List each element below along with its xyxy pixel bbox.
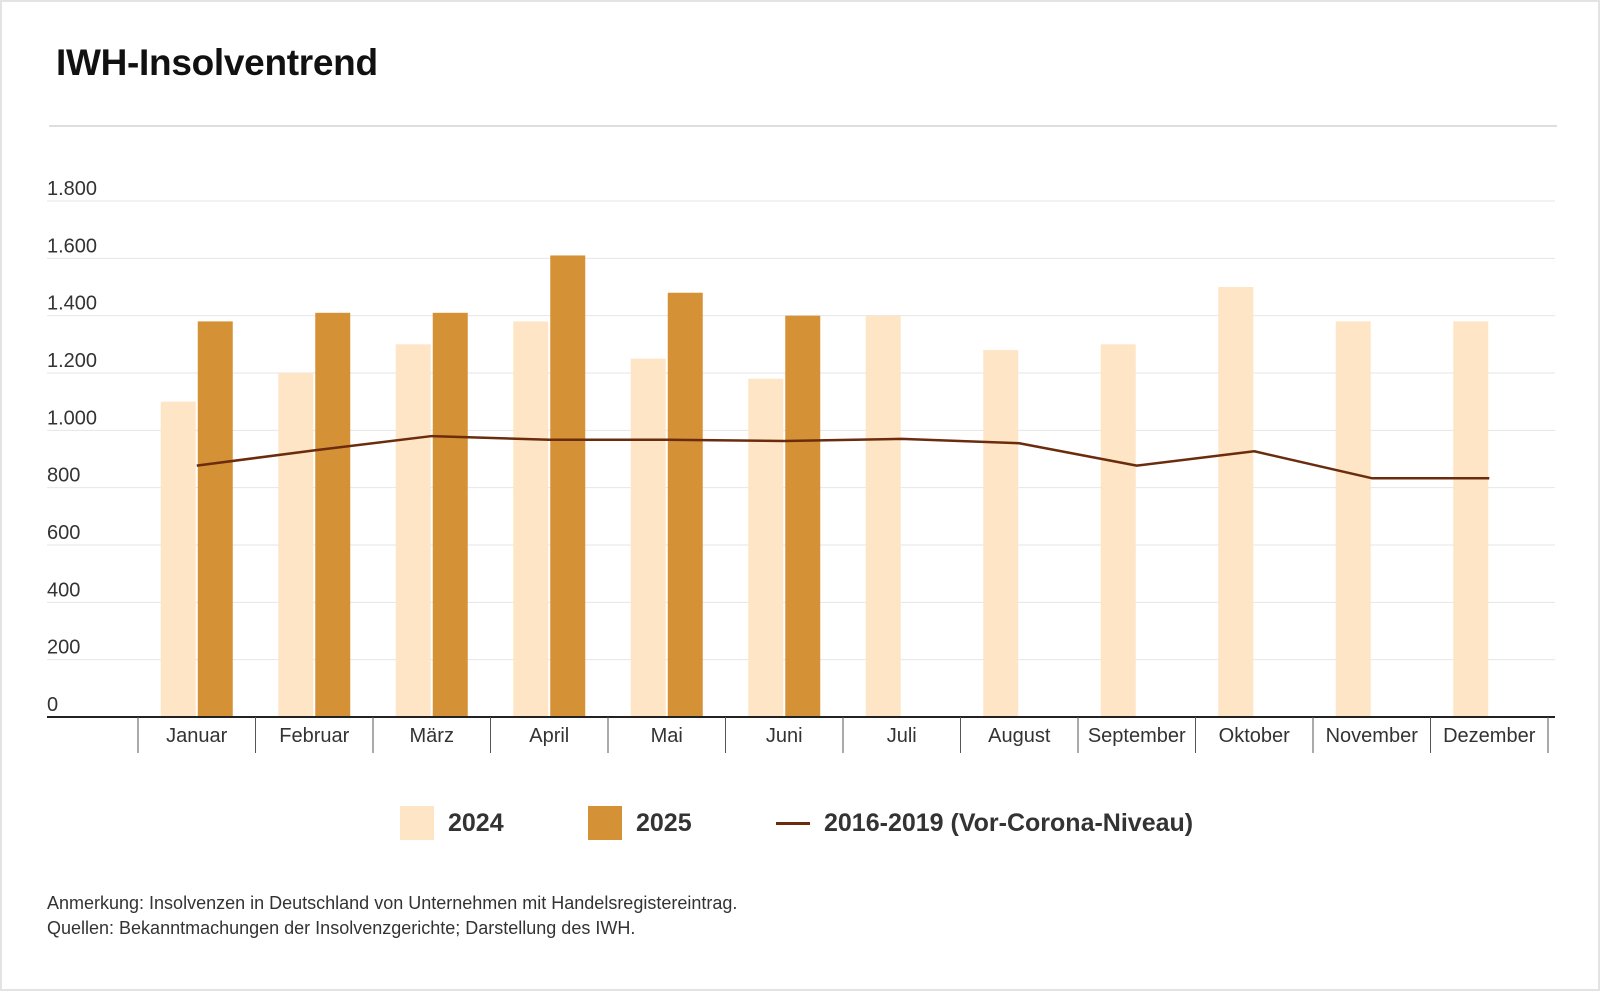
title-divider bbox=[49, 125, 1557, 127]
bar-2024 bbox=[983, 350, 1019, 717]
legend-item-2025: 2025 bbox=[588, 806, 692, 840]
bar-2025 bbox=[785, 315, 821, 717]
bar-2024 bbox=[513, 321, 549, 717]
x-tick-label: Mai bbox=[651, 725, 683, 747]
chart-title: IWH-Insolventrend bbox=[56, 42, 378, 83]
legend-label-line: 2016-2019 (Vor-Corona-Niveau) bbox=[824, 808, 1194, 837]
note-sources: Quellen: Bekanntmachungen der Insolvenzg… bbox=[47, 918, 636, 938]
legend-swatch-2024 bbox=[400, 806, 434, 840]
bar-2024 bbox=[1218, 287, 1254, 717]
x-tick-label: Juli bbox=[887, 725, 917, 747]
bar-2024 bbox=[395, 344, 431, 717]
bar-2025 bbox=[667, 292, 703, 717]
note-annotation: Anmerkung: Insolvenzen in Deutschland vo… bbox=[47, 893, 738, 913]
x-axis bbox=[47, 716, 1555, 753]
bar-2024 bbox=[160, 401, 196, 717]
y-tick-label: 1.400 bbox=[47, 293, 97, 315]
x-tick-label: April bbox=[529, 725, 569, 747]
y-axis-ticks: 0 200 400 600 800 1.000 1.200 1.400 1.600 1.800 bbox=[47, 178, 97, 716]
y-tick-label: 1.200 bbox=[47, 350, 97, 372]
x-tick-label: März bbox=[410, 725, 454, 747]
x-tick-label: Oktober bbox=[1219, 725, 1290, 747]
bar-2024 bbox=[1100, 344, 1136, 717]
y-tick-label: 800 bbox=[47, 465, 80, 487]
y-tick-label: 1.000 bbox=[47, 407, 97, 429]
legend-item-line: 2016-2019 (Vor-Corona-Niveau) bbox=[776, 806, 1193, 840]
x-tick-label: Januar bbox=[166, 725, 227, 747]
y-tick-label: 0 bbox=[47, 694, 58, 716]
line-series-2016-2019 bbox=[196, 434, 1490, 480]
y-tick-label: 1.800 bbox=[47, 178, 97, 200]
y-tick-label: 400 bbox=[47, 579, 80, 601]
legend-line-swatch bbox=[776, 821, 810, 825]
bar-2024 bbox=[1453, 321, 1489, 717]
y-tick-label: 200 bbox=[47, 637, 80, 659]
bar-2024 bbox=[278, 373, 314, 717]
bar-2025 bbox=[432, 312, 468, 717]
legend-label-2024: 2024 bbox=[448, 808, 504, 837]
x-axis-labels: Januar Februar März April Mai Juni Juli August S… bbox=[166, 725, 1536, 747]
x-tick-label: Februar bbox=[279, 725, 349, 747]
bar-2024 bbox=[630, 358, 666, 717]
x-tick-label: Dezember bbox=[1443, 725, 1536, 747]
x-tick-label: August bbox=[988, 725, 1051, 747]
bars bbox=[160, 255, 1489, 717]
legend-label-2025: 2025 bbox=[636, 808, 692, 837]
bar-2025 bbox=[550, 255, 586, 717]
reference-line bbox=[196, 434, 1490, 480]
x-tick-label: Juni bbox=[766, 725, 803, 747]
bar-2025 bbox=[197, 321, 233, 717]
x-tick-label: November bbox=[1326, 725, 1419, 747]
y-tick-label: 1.600 bbox=[47, 235, 97, 257]
legend-swatch-2025 bbox=[588, 806, 622, 840]
bar-2025 bbox=[315, 312, 351, 717]
bar-2024 bbox=[748, 378, 784, 717]
y-tick-label: 600 bbox=[47, 522, 80, 544]
legend-item-2024: 2024 bbox=[400, 806, 504, 840]
bar-2024 bbox=[865, 315, 901, 717]
x-tick-label: September bbox=[1088, 725, 1186, 747]
bar-2024 bbox=[1335, 321, 1371, 717]
